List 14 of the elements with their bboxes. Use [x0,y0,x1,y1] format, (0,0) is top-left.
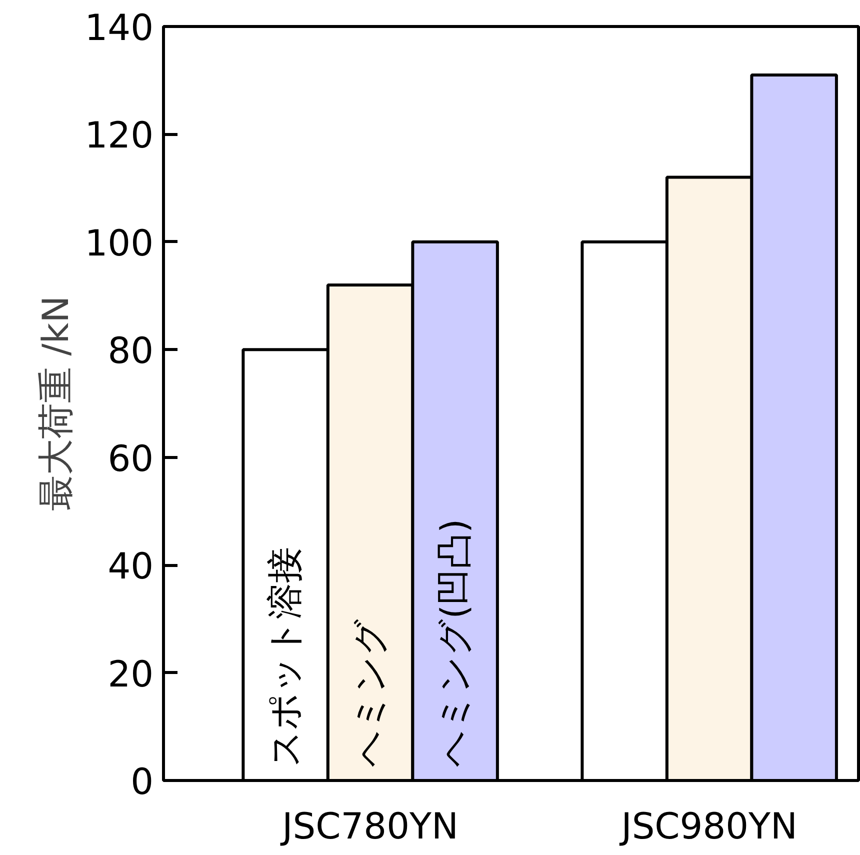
y-axis-title: 最大荷重 /kN [36,296,77,512]
y-tick-label: 140 [84,8,154,49]
x-tick-label: JSC780YN [280,806,458,848]
y-tick-label: 100 [84,223,154,264]
y-tick-label: 60 [108,438,154,480]
y-tick-label: 40 [108,546,154,588]
y-tick-label: 0 [130,762,154,803]
series-label: ヘミング [350,618,391,767]
series-label: ヘミング(凹凸) [434,518,476,767]
series-label: スポット溶接 [265,546,306,767]
x-tick-label: JSC980YN [619,806,798,848]
y-tick-label: 120 [84,116,154,157]
y-tick-label: 80 [108,331,154,372]
y-tick-label: 20 [108,654,154,696]
